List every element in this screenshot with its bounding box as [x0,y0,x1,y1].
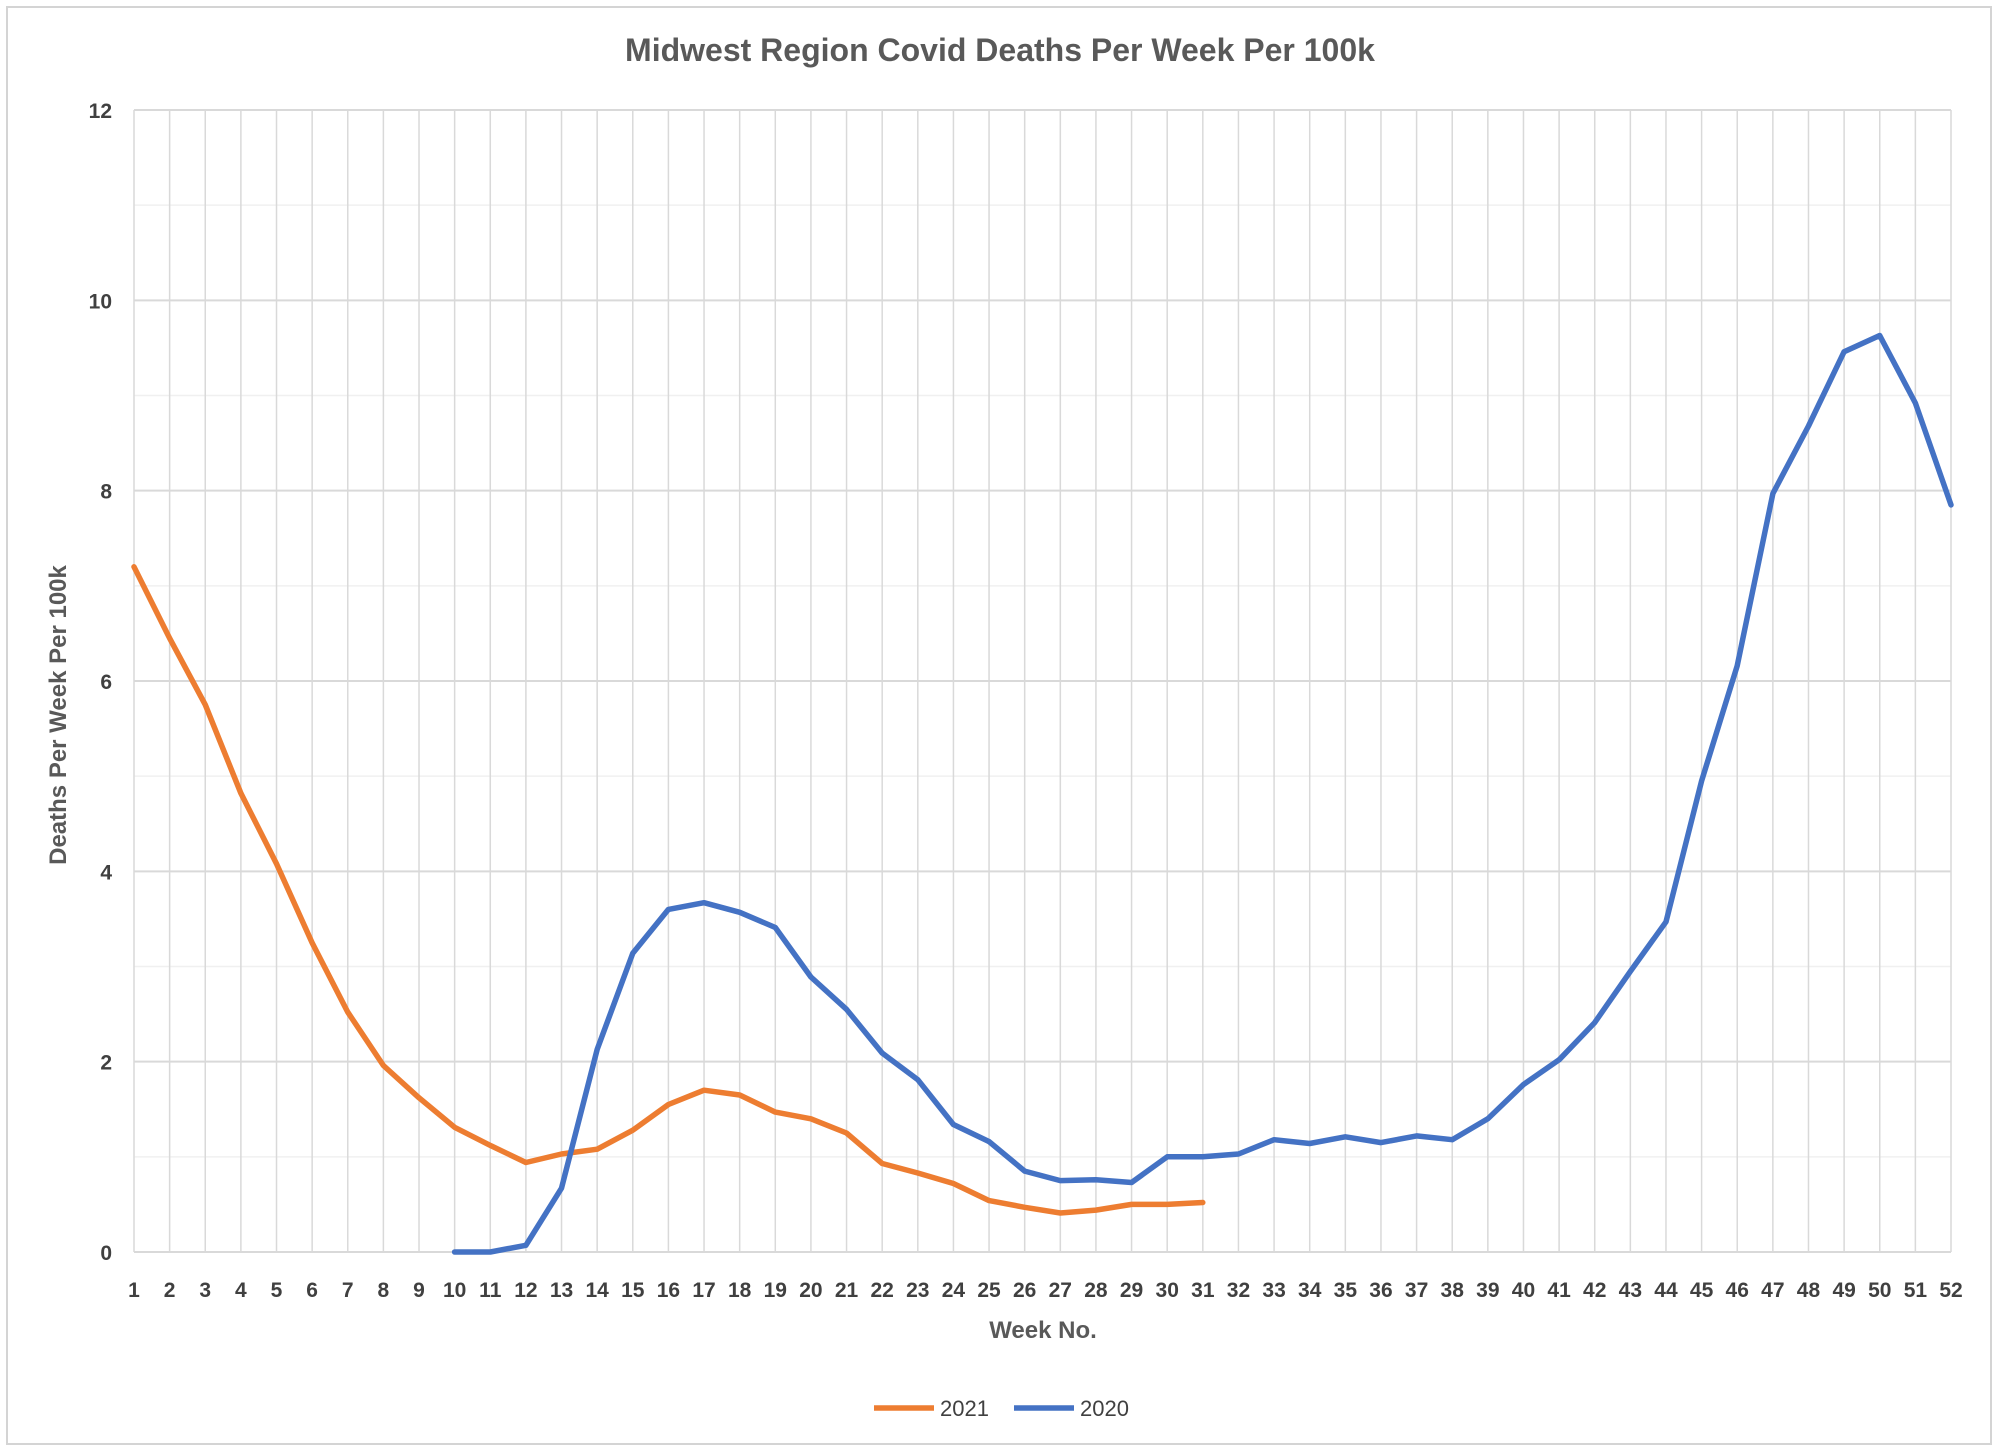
x-tick-label: 20 [799,1279,822,1302]
x-tick-label: 16 [657,1279,680,1302]
x-tick-label: 27 [1049,1279,1072,1302]
x-tick-label: 22 [870,1279,893,1302]
x-tick-label: 39 [1476,1279,1499,1302]
x-tick-label: 24 [942,1279,966,1302]
x-tick-label: 50 [1868,1279,1891,1302]
x-tick-label: 41 [1547,1279,1571,1302]
grid [133,109,1952,1253]
x-tick-label: 52 [1939,1279,1962,1302]
x-tick-label: 42 [1583,1279,1606,1302]
y-tick-label: 8 [100,481,112,504]
x-tick-label: 17 [692,1279,715,1302]
series-line-2020 [451,332,1954,1255]
x-tick-label: 6 [306,1279,318,1302]
x-tick-label: 5 [271,1279,283,1302]
x-tick-label: 29 [1120,1279,1143,1302]
x-tick-label: 48 [1797,1279,1821,1302]
x-tick-label: 40 [1512,1279,1535,1302]
x-tick-label: 11 [479,1279,502,1302]
x-tick-label: 23 [906,1279,929,1302]
y-tick-label: 6 [100,671,112,694]
x-tick-label: 36 [1369,1279,1392,1302]
x-axis-title: Week No. [989,1317,1097,1344]
x-tick-label: 8 [378,1279,390,1302]
x-tick-label: 1 [128,1279,140,1302]
y-tick-label: 10 [89,290,112,313]
x-tick-label: 32 [1227,1279,1250,1302]
x-tick-label: 49 [1832,1279,1855,1302]
x-tick-label: 15 [621,1279,645,1302]
y-axis-title: Deaths Per Week Per 100k [45,564,72,864]
chart-title: Midwest Region Covid Deaths Per Week Per… [625,32,1375,68]
x-tick-label: 47 [1761,1279,1784,1302]
x-tick-label: 37 [1405,1279,1428,1302]
x-tick-label: 38 [1441,1279,1465,1302]
series-line-2021 [131,564,1206,1216]
x-tick-label: 34 [1298,1279,1322,1302]
x-tick-label: 30 [1156,1279,1179,1302]
x-tick-label: 7 [342,1279,354,1302]
x-tick-label: 19 [764,1279,787,1302]
y-tick-label: 12 [89,100,112,123]
legend: 2021 2020 [874,1396,1129,1421]
x-tick-label: 9 [413,1279,425,1302]
x-tick-label: 45 [1690,1279,1714,1302]
x-tick-label: 33 [1262,1279,1285,1302]
x-tick-label: 35 [1334,1279,1358,1302]
legend-label-2020: 2020 [1080,1396,1129,1421]
x-tick-label: 14 [585,1279,609,1302]
x-tick-label: 12 [514,1279,537,1302]
x-tick-label: 3 [199,1279,211,1302]
y-tick-label: 4 [100,861,112,884]
x-tick-label: 43 [1619,1279,1642,1302]
x-tick-label: 4 [235,1279,247,1302]
x-tick-label: 46 [1726,1279,1749,1302]
x-tick-label: 28 [1084,1279,1108,1302]
x-tick-label: 26 [1013,1279,1036,1302]
x-tick-label: 31 [1191,1279,1215,1302]
x-tick-label: 10 [443,1279,466,1302]
series-lines [131,332,1954,1255]
legend-label-2021: 2021 [940,1396,989,1421]
y-tick-label: 2 [100,1052,112,1075]
x-tick-label: 44 [1654,1279,1678,1302]
x-tick-label: 51 [1904,1279,1928,1302]
x-tick-label: 13 [550,1279,573,1302]
x-tick-label: 25 [977,1279,1001,1302]
y-tick-label: 0 [100,1242,112,1265]
x-tick-label: 18 [728,1279,752,1302]
x-tick-label: 2 [164,1279,176,1302]
x-tick-label: 21 [835,1279,859,1302]
